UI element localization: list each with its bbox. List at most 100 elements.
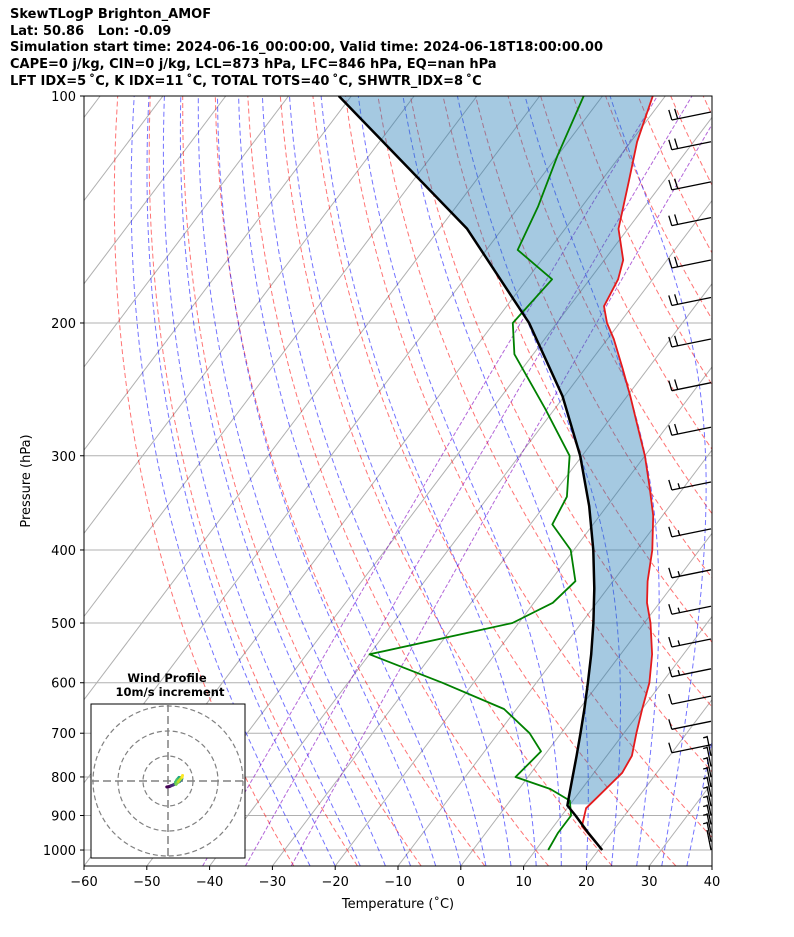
barb-shaft	[706, 813, 712, 834]
isotherm	[209, 199, 712, 866]
moist-adiabat	[179, 96, 386, 866]
barb-flag	[674, 138, 679, 149]
barb-shaft	[671, 569, 712, 579]
y-tick-label: 900	[51, 810, 76, 825]
x-tick-label: −20	[321, 875, 348, 890]
wind-barb	[703, 776, 712, 797]
wind-barb	[668, 108, 712, 121]
barb-half-flag	[703, 795, 708, 799]
moist-adiabat	[261, 96, 487, 866]
barb-shaft	[671, 605, 712, 615]
barb-half-flag	[703, 767, 708, 770]
moist-adiabat	[130, 96, 311, 866]
wind-barb	[703, 756, 712, 778]
barb-half-flag	[703, 786, 708, 789]
wind-barb	[703, 795, 712, 816]
barb-half-flag	[677, 607, 681, 613]
dewpoint-line-group	[368, 96, 585, 851]
barb-shaft	[671, 296, 712, 307]
barb-flag	[668, 479, 673, 491]
title-line-2: Lat: 50.86 Lon: -0.09	[10, 24, 172, 39]
wind-barb	[668, 567, 712, 579]
wind-barb	[703, 786, 712, 807]
mixing-ratio-line	[244, 96, 693, 866]
x-tick-label: 20	[578, 875, 595, 890]
barb-shaft	[706, 804, 712, 825]
y-axis-ticks: 1000 900 800 700 600 500 400 300 200 100	[43, 90, 84, 859]
dry-adiabat	[148, 96, 358, 866]
barb-flag	[674, 214, 679, 225]
barb-flag	[674, 178, 679, 189]
wind-barb	[668, 294, 712, 307]
barb-shaft	[706, 766, 712, 788]
x-tick-label: 10	[515, 875, 532, 890]
wind-barb	[706, 829, 712, 851]
wind-barb	[703, 735, 712, 756]
wind-barb	[703, 804, 712, 825]
barb-flag	[668, 425, 673, 436]
barb-flag	[668, 336, 673, 348]
profile-lines	[337, 96, 655, 851]
dry-adiabat	[442, 96, 712, 643]
barb-flag	[668, 567, 673, 579]
barb-shaft	[671, 695, 712, 705]
barb-half-flag	[703, 757, 708, 760]
barb-shaft	[706, 786, 712, 807]
moist-adiabat	[217, 96, 437, 866]
moist-adiabat	[289, 96, 512, 866]
barb-shaft	[706, 821, 712, 842]
isotherm	[84, 96, 352, 451]
y-tick-label: 100	[51, 90, 76, 105]
barb-flag	[668, 693, 673, 705]
isotherm	[272, 282, 712, 866]
dry-adiabat	[736, 96, 794, 866]
isotherm	[84, 96, 101, 119]
barb-shaft	[706, 735, 712, 756]
barb-shaft	[671, 668, 712, 678]
barb-half-flag	[703, 777, 708, 780]
moist-adiabat	[320, 96, 537, 866]
barb-half-flag	[703, 804, 708, 808]
wind-barb	[668, 742, 712, 754]
y-tick-label: 400	[51, 544, 76, 559]
isotherm	[84, 96, 227, 285]
barb-half-flag	[703, 813, 708, 816]
x-tick-label: −30	[259, 875, 286, 890]
dry-adiabat	[344, 96, 712, 839]
dry-adiabat	[312, 96, 677, 866]
barb-flag	[668, 636, 673, 648]
wind-barb	[668, 335, 712, 348]
barb-half-flag	[677, 670, 681, 676]
y-tick-label: 600	[51, 677, 76, 692]
barb-shaft	[671, 141, 712, 151]
wind-barb	[668, 479, 712, 491]
barb-flag	[668, 109, 673, 121]
wind-barb	[703, 813, 712, 834]
x-axis-ticks: −60 −50 −40 −30 −20 −10 0 10 20 30 40	[70, 866, 720, 890]
barb-flag	[668, 179, 673, 191]
barb-shaft	[671, 528, 712, 538]
mixing-ratio-line	[290, 123, 712, 866]
moist-adiabat	[711, 863, 712, 866]
title-line-5: LFT IDX=5 ˚C, K IDX=11 ˚C, TOTAL TOTS=40…	[10, 74, 482, 89]
dry-adiabat	[182, 96, 422, 866]
barb-flag	[668, 742, 673, 753]
x-tick-label: 30	[641, 875, 658, 890]
barb-shaft	[671, 217, 712, 227]
moist-adiabat	[238, 96, 462, 866]
y-axis-label: Pressure (hPa)	[19, 434, 34, 527]
isotherm	[711, 865, 712, 866]
barb-shaft	[671, 382, 712, 392]
title-line-1: SkewTLogP Brighton_AMOF	[10, 7, 212, 22]
x-tick-label: 40	[704, 875, 721, 890]
wind-barb	[703, 766, 712, 788]
barb-shaft	[706, 746, 712, 767]
moist-adiabat	[146, 96, 336, 866]
barb-shaft	[671, 338, 712, 348]
barb-shaft	[671, 111, 712, 121]
wind-barb	[668, 178, 712, 191]
title-line-4: CAPE=0 j/kg, CIN=0 j/kg, LCL=873 hPa, LF…	[10, 57, 497, 72]
barb-shaft	[706, 776, 712, 797]
barb-shaft	[671, 481, 712, 491]
wind-barb	[668, 379, 712, 392]
